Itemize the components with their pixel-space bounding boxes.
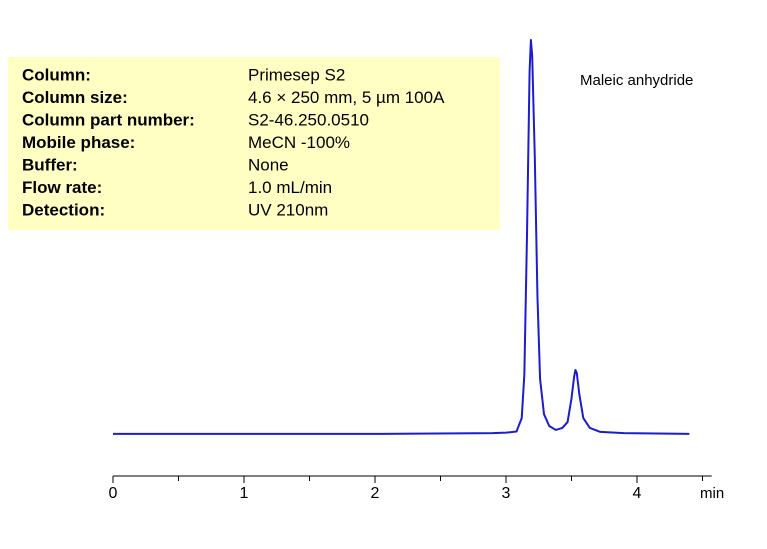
info-label: Mobile phase: xyxy=(22,133,135,152)
info-value: MeCN -100% xyxy=(248,133,350,152)
x-tick-label: 0 xyxy=(109,485,118,502)
x-tick-label: 4 xyxy=(633,485,642,502)
info-value: Primesep S2 xyxy=(248,65,345,84)
peak-annotation: Maleic anhydride xyxy=(580,72,693,89)
x-tick-label: 2 xyxy=(371,485,380,502)
info-value: UV 210nm xyxy=(248,200,328,219)
info-label: Column size: xyxy=(22,88,128,107)
x-tick-label: 1 xyxy=(240,485,249,502)
info-label: Column: xyxy=(22,65,91,84)
info-value: 1.0 mL/min xyxy=(248,178,332,197)
info-label: Buffer: xyxy=(22,155,78,174)
x-axis-label: min xyxy=(700,485,724,502)
info-label: Column part number: xyxy=(22,110,195,129)
info-value: None xyxy=(248,155,289,174)
info-label: Flow rate: xyxy=(22,178,102,197)
info-box xyxy=(8,57,500,230)
x-tick-label: 3 xyxy=(502,485,511,502)
info-value: S2-46.250.0510 xyxy=(248,110,369,129)
chromatogram-trace xyxy=(113,39,690,435)
info-value: 4.6 × 250 mm, 5 µm 100A xyxy=(248,88,445,107)
info-label: Detection: xyxy=(22,200,105,219)
